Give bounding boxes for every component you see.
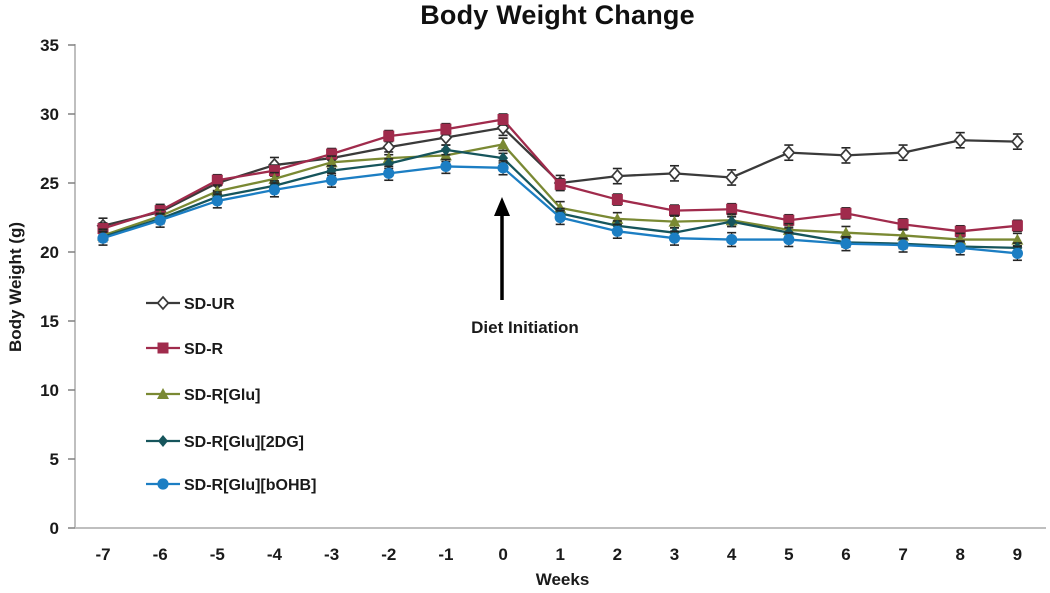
circle-marker — [497, 162, 509, 174]
x-tick-label: 8 — [956, 545, 965, 564]
x-tick-label: -3 — [324, 545, 339, 564]
square-marker — [840, 207, 852, 219]
y-tick-label: 0 — [50, 519, 59, 538]
x-axis-title: Weeks — [535, 570, 590, 589]
square-marker — [726, 203, 738, 215]
circle-marker — [326, 174, 338, 186]
series-line-sd-r-glu-2dg — [102, 148, 1018, 250]
square-marker — [157, 342, 169, 354]
square-marker — [897, 218, 909, 230]
circle-marker — [1011, 247, 1024, 259]
square-marker — [1011, 220, 1023, 232]
y-tick-label: 10 — [40, 381, 59, 400]
y-tick-label: 35 — [40, 36, 59, 55]
diamond-marker — [440, 143, 451, 156]
triangle-marker — [325, 156, 338, 168]
circle-marker — [783, 233, 795, 246]
square-marker — [554, 178, 566, 190]
open-diamond-marker — [1010, 134, 1024, 149]
square-marker — [326, 148, 338, 160]
triangle-marker — [157, 388, 169, 399]
circle-marker — [611, 225, 623, 237]
x-tick-label: -5 — [210, 545, 225, 564]
x-tick-label: 7 — [898, 545, 907, 564]
square-marker — [669, 205, 680, 217]
circle-marker — [954, 242, 966, 254]
open-diamond-marker — [896, 145, 910, 160]
diet-initiation-arrow — [494, 197, 510, 300]
x-tick-label: 4 — [727, 545, 737, 564]
diamond-marker — [158, 435, 168, 447]
x-tick-label: -2 — [381, 545, 396, 564]
circle-marker — [668, 232, 681, 244]
triangle-marker — [668, 215, 681, 227]
open-diamond-marker — [782, 145, 796, 160]
open-diamond-marker — [668, 166, 681, 181]
x-tick-label: 3 — [670, 545, 679, 564]
circle-marker — [154, 214, 166, 226]
circle-marker — [726, 233, 738, 246]
x-tick-label: 1 — [555, 545, 564, 564]
triangle-marker — [839, 226, 852, 238]
circle-marker — [554, 211, 566, 224]
open-diamond-marker — [156, 295, 170, 311]
square-marker — [783, 214, 795, 226]
legend-label-sd-r-glu: SD-R[Glu] — [184, 387, 260, 404]
legend-label-sd-r: SD-R — [184, 341, 224, 358]
x-tick-label: -7 — [95, 545, 110, 564]
circle-marker — [897, 239, 909, 251]
x-tick-label: -6 — [153, 545, 168, 564]
open-diamond-marker — [839, 148, 853, 163]
x-tick-label: 6 — [841, 545, 850, 564]
open-diamond-marker — [610, 168, 624, 184]
triangle-marker — [1011, 233, 1024, 245]
x-tick-label: 0 — [498, 545, 507, 564]
square-marker — [268, 165, 280, 177]
x-tick-label: 9 — [1013, 545, 1022, 564]
y-tick-label: 15 — [40, 312, 59, 331]
circle-marker — [157, 478, 169, 490]
x-tick-label: 5 — [784, 545, 793, 564]
y-tick-label: 5 — [50, 450, 59, 469]
square-marker — [383, 130, 395, 142]
x-tick-label: -4 — [267, 545, 283, 564]
triangle-marker — [382, 152, 395, 164]
open-diamond-marker — [953, 132, 967, 148]
open-diamond-marker — [725, 170, 739, 185]
x-tick-label: -1 — [438, 545, 453, 564]
circle-marker — [383, 167, 395, 179]
circle-marker — [268, 184, 281, 196]
y-tick-label: 30 — [40, 105, 59, 124]
circle-marker — [211, 195, 223, 207]
circle-marker — [440, 160, 452, 173]
square-marker — [211, 174, 223, 186]
y-tick-label: 20 — [40, 243, 59, 262]
legend-label-sd-r-glu-bohb: SD-R[Glu][bOHB] — [184, 477, 316, 494]
square-marker — [611, 194, 623, 206]
circle-marker — [840, 238, 852, 250]
diet-initiation-label: Diet Initiation — [471, 318, 579, 337]
legend-label-sd-ur: SD-UR — [184, 296, 235, 313]
square-marker — [497, 114, 509, 126]
diamond-marker — [726, 215, 737, 228]
legend-label-sd-r-glu-2dg: SD-R[Glu][2DG] — [184, 434, 304, 451]
square-marker — [440, 123, 452, 135]
x-tick-label: 2 — [613, 545, 622, 564]
chart-title: Body Weight Change — [420, 0, 695, 30]
square-marker — [954, 225, 966, 237]
y-tick-label: 25 — [40, 174, 59, 193]
circle-marker — [97, 232, 109, 244]
triangle-marker — [497, 138, 510, 150]
